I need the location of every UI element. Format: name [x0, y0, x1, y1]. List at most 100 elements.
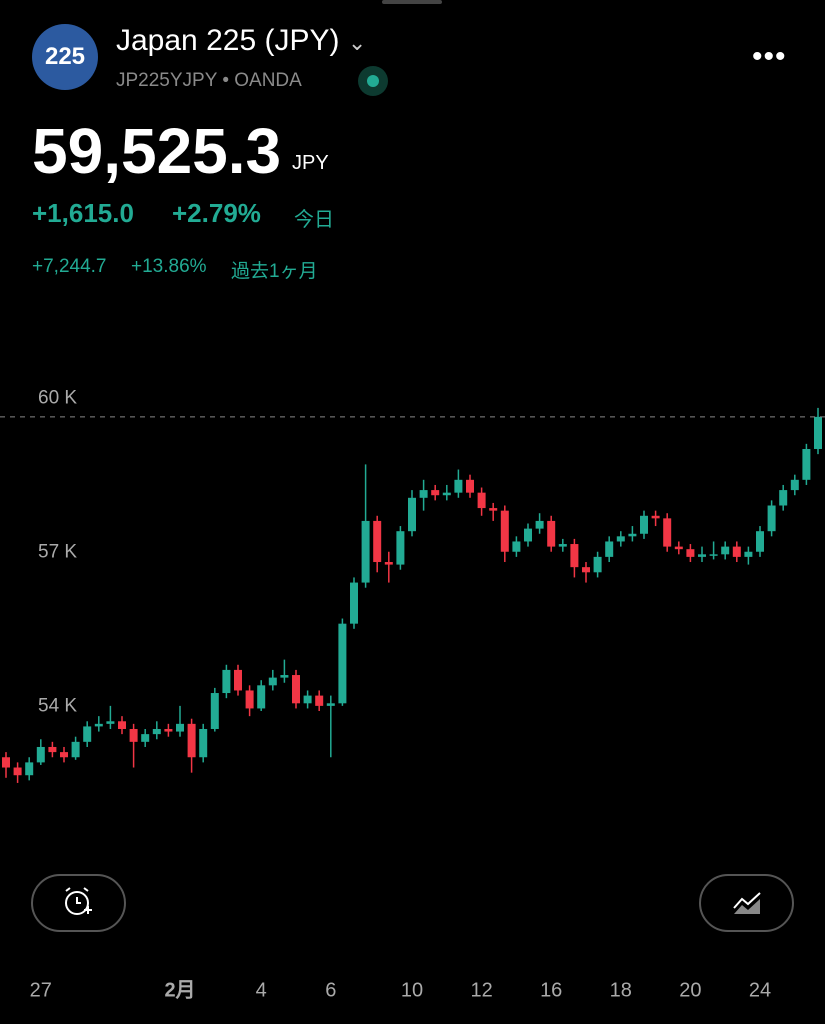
month-change: +7,244.7: [32, 256, 107, 277]
symbol-subtitle: JP225YJPY • OANDA: [116, 70, 302, 91]
x-tick-label: 24: [749, 979, 771, 1001]
candle-body: [640, 515, 648, 534]
candle-body: [234, 669, 242, 691]
candle-body: [36, 746, 45, 763]
candle-body: [83, 726, 92, 742]
candle-body: [524, 528, 532, 542]
drag-handle[interactable]: [382, 0, 442, 4]
y-tick-label: 57 K: [38, 542, 77, 563]
candle-body: [779, 490, 788, 506]
day-change: +1,615.0: [32, 198, 134, 228]
symbol-icon: 225: [32, 24, 98, 90]
candle-body: [60, 752, 68, 758]
title-text: Japan 225 (JPY): [116, 24, 340, 57]
candle-body: [384, 562, 393, 565]
candle-body: [686, 549, 695, 557]
x-tick-label: 12: [470, 979, 492, 1001]
candle-body: [326, 703, 335, 706]
candle-body: [744, 551, 753, 557]
symbol-title[interactable]: Japan 225 (JPY) ⌄: [116, 24, 366, 58]
candle-body: [709, 554, 718, 556]
x-tick-label: 20: [679, 979, 701, 1001]
candle-body: [176, 723, 184, 732]
candle-body: [512, 541, 521, 552]
candle-body: [187, 723, 196, 758]
candle-body: [129, 728, 138, 742]
x-tick-label: 10: [401, 979, 423, 1001]
x-tick-label: 6: [325, 979, 336, 1001]
candle-body: [721, 546, 730, 555]
candle-body: [48, 746, 57, 753]
candle-body: [616, 536, 625, 542]
candle-body: [605, 541, 614, 557]
candle-body: [245, 690, 254, 709]
candle-body: [268, 677, 277, 686]
candle-body: [71, 741, 80, 758]
candle-body: [141, 734, 150, 742]
candle-body: [558, 544, 567, 547]
candle-body: [663, 518, 672, 547]
chart-style-button[interactable]: [699, 874, 794, 932]
candle-body: [477, 492, 486, 509]
candle-body: [698, 554, 706, 557]
candle-body: [210, 693, 219, 729]
dropdown-caret: ⌄: [347, 30, 367, 55]
candle-body: [756, 531, 764, 552]
candle-body: [535, 520, 544, 529]
x-tick-label: 18: [610, 979, 632, 1001]
candle-body: [802, 448, 811, 480]
candle-body: [199, 728, 208, 758]
more-menu[interactable]: •••: [752, 40, 787, 73]
candle-body: [152, 728, 161, 735]
candle-body: [2, 757, 10, 768]
day-label: 今日: [294, 209, 334, 231]
candle-body: [431, 490, 440, 496]
candle-body: [373, 520, 382, 563]
candle-body: [790, 479, 799, 491]
candle-body: [408, 497, 416, 532]
candle-body: [628, 533, 637, 537]
candle-body: [280, 675, 289, 678]
candle-body: [303, 695, 312, 704]
candle-body: [732, 546, 741, 557]
x-tick-label: 16: [540, 979, 562, 1001]
x-tick-label: 27: [30, 979, 52, 1001]
candle-body: [257, 685, 266, 709]
candle-body: [118, 721, 126, 729]
alert-button[interactable]: [31, 874, 126, 932]
x-tick-label: 4: [256, 979, 267, 1001]
market-status: [358, 66, 388, 96]
y-tick-label: 60 K: [38, 387, 77, 408]
candle-body: [396, 531, 405, 565]
y-tick-label: 54 K: [38, 696, 77, 717]
month-change-pct: +13.86%: [131, 256, 207, 277]
currency: JPY: [292, 152, 329, 174]
candle-body: [767, 505, 776, 532]
candle-body: [13, 767, 22, 776]
month-label: 過去1ヶ月: [231, 261, 318, 282]
candle-body: [94, 723, 103, 727]
candle-body: [814, 416, 822, 449]
candle-body: [25, 762, 34, 776]
candle-body: [315, 695, 324, 706]
candle-body: [674, 546, 683, 550]
candle-body: [582, 567, 590, 573]
candle-body: [338, 623, 347, 704]
candle-body: [350, 582, 358, 624]
candle-body: [500, 510, 509, 552]
candle-body: [106, 721, 115, 724]
candle-body: [547, 520, 556, 547]
candle-body: [651, 515, 660, 519]
candle-body: [570, 544, 579, 568]
candle-body: [489, 508, 498, 511]
candle-body: [222, 669, 231, 694]
candle-body: [593, 556, 602, 573]
candle-body: [454, 479, 463, 493]
candle-body: [442, 492, 451, 496]
x-tick-label: 2月: [164, 979, 195, 1001]
candle-body: [292, 675, 300, 704]
day-change-pct: +2.79%: [172, 198, 261, 228]
candle-body: [361, 520, 370, 583]
